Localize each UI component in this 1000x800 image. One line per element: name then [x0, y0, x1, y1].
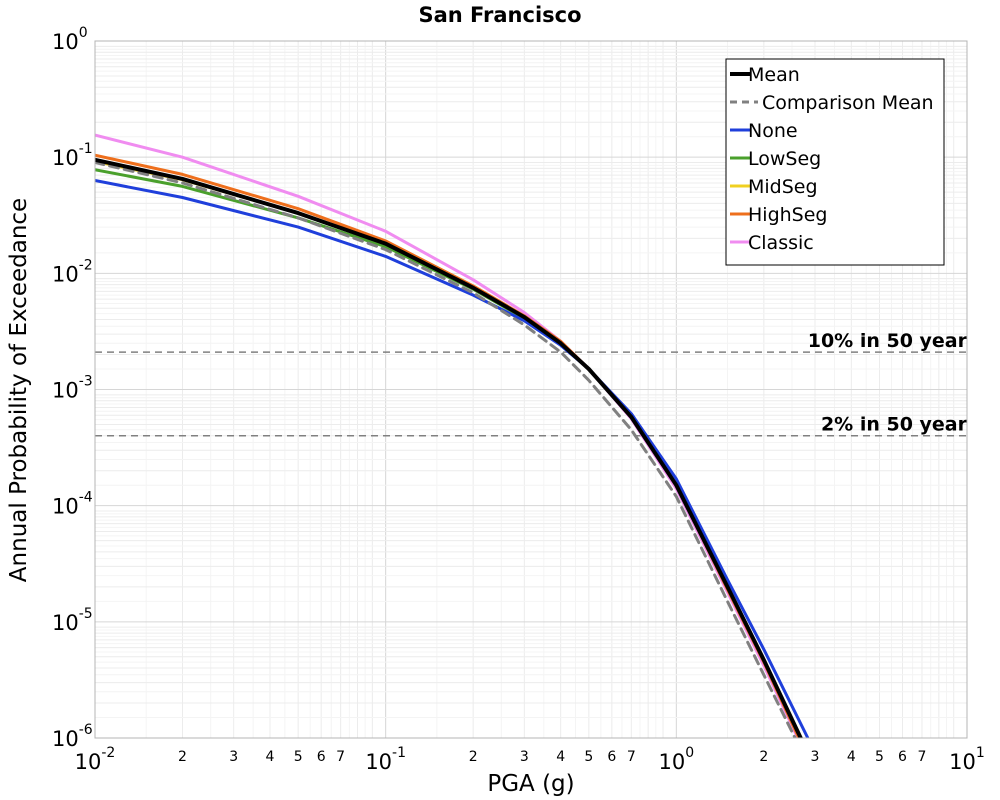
x-tick-label: 100 [659, 745, 695, 774]
y-tick-label: 10-2 [52, 257, 93, 286]
x-minor-tick-label: 5 [294, 749, 303, 765]
x-tick-label: 10-2 [75, 745, 116, 774]
x-minor-tick-label: 7 [918, 749, 927, 765]
legend-box [725, 58, 945, 266]
legend: Mean Comparison Mean None LowSeg MidSeg HighS… [725, 58, 945, 266]
series-lines [95, 133, 810, 738]
y-tick-label: 10-6 [52, 722, 93, 751]
legend-label: None [748, 120, 798, 142]
x-minor-tick-label: 2 [469, 749, 478, 765]
legend-label: Mean [748, 64, 800, 86]
x-tick-label: 10-1 [365, 745, 406, 774]
x-axis-label: PGA (g) [487, 771, 574, 797]
y-tick-label: 100 [52, 25, 88, 54]
x-minor-tick-label: 3 [520, 749, 529, 765]
x-tick-label: 101 [949, 745, 985, 774]
x-minor-tick-label: 4 [266, 749, 275, 765]
legend-label: LowSeg [748, 148, 821, 170]
y-tick-label: 10-3 [52, 374, 93, 403]
y-axis-ticks: 100 10-1 10-2 10-3 10-4 10-5 10-6 [52, 25, 93, 751]
legend-label: MidSeg [748, 176, 818, 198]
y-axis-label: Annual Probability of Exceedance [6, 198, 32, 582]
x-minor-tick-label: 2 [178, 749, 187, 765]
series-line-mean [95, 157, 803, 738]
x-minor-tick-label: 7 [336, 749, 345, 765]
legend-label: HighSeg [748, 204, 827, 226]
x-minor-tick-label: 5 [875, 749, 884, 765]
x-minor-tick-label: 7 [627, 749, 636, 765]
x-minor-tick-label: 5 [584, 749, 593, 765]
chart-title: San Francisco [418, 3, 581, 27]
reference-lines: 10% in 50 year 2% in 50 year [95, 330, 968, 437]
y-tick-label: 10-5 [52, 606, 93, 635]
x-minor-tick-label: 3 [229, 749, 238, 765]
plot-frame [94, 40, 968, 739]
y-tick-label: 10-1 [52, 141, 93, 170]
x-minor-tick-label: 4 [556, 749, 565, 765]
x-minor-tick-label: 3 [811, 749, 820, 765]
reference-line-label: 10% in 50 year [808, 330, 968, 352]
x-minor-tick-label: 6 [898, 749, 907, 765]
x-minor-tick-label: 6 [317, 749, 326, 765]
x-minor-tick-label: 6 [607, 749, 616, 765]
y-tick-label: 10-4 [52, 490, 93, 519]
reference-line-label: 2% in 50 year [821, 414, 968, 436]
series-line-comparison-mean [95, 161, 797, 738]
legend-label: Classic [748, 232, 814, 254]
x-minor-tick-label: 4 [847, 749, 856, 765]
x-minor-tick-label: 2 [759, 749, 768, 765]
legend-label: Comparison Mean [762, 92, 934, 114]
